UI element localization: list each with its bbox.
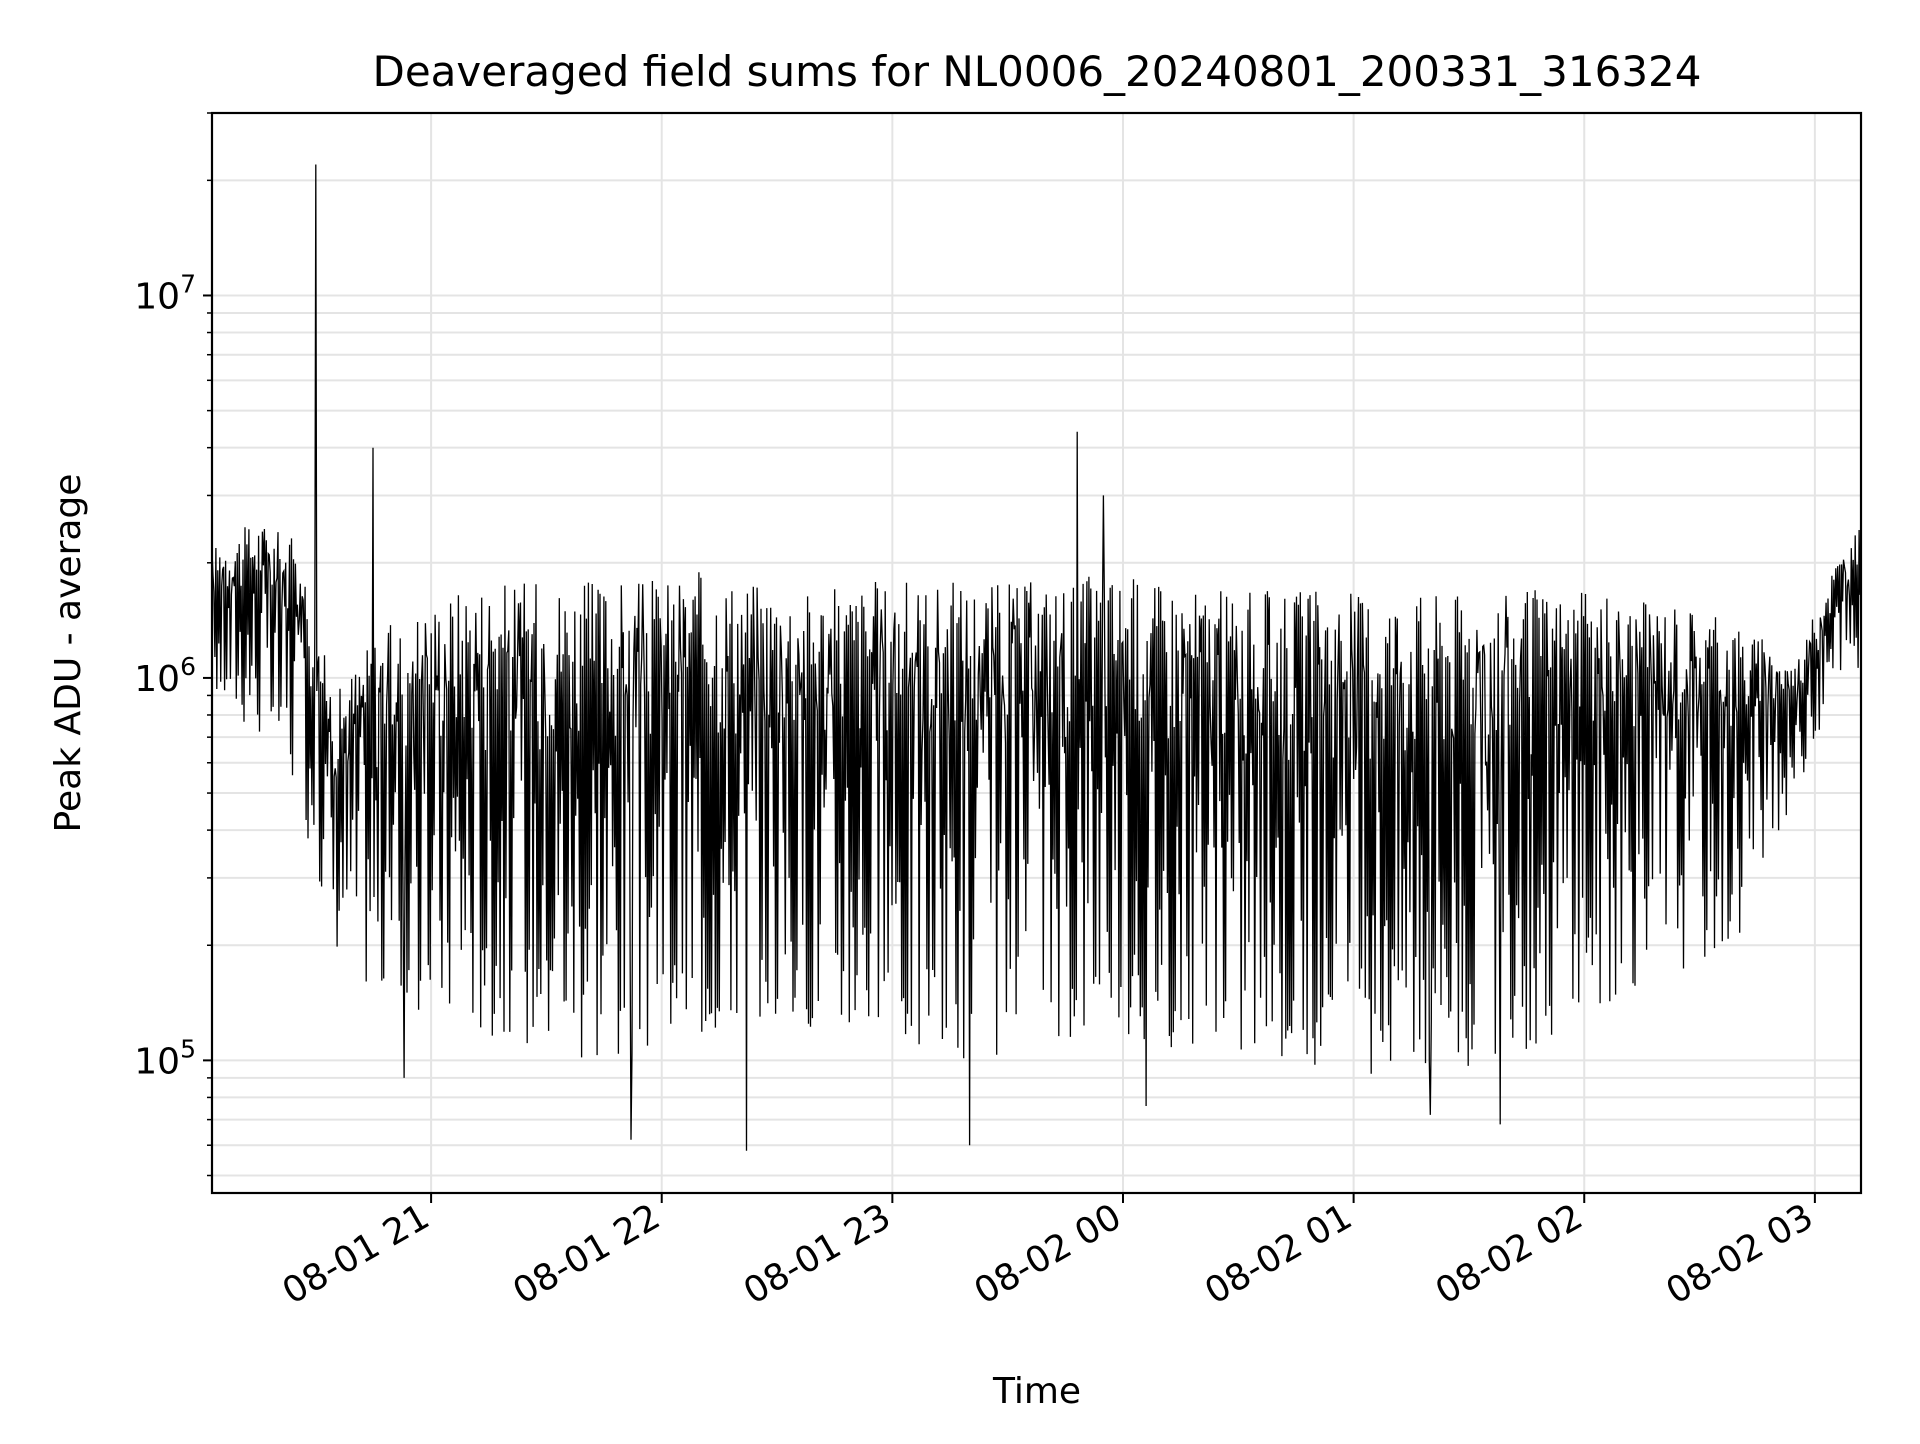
y-axis-label: Peak ADU - average: [48, 474, 89, 833]
y-tick-label: 107: [134, 269, 196, 317]
y-ticks-layer: 105 106 107: [134, 112, 212, 1177]
y-tick-label: 106: [134, 652, 196, 700]
series-layer: [211, 164, 1862, 1151]
x-axis-label: Time: [992, 1371, 1081, 1412]
y-tick-label: 105: [134, 1034, 196, 1082]
plot-frame: [210, 111, 1863, 1195]
series-line: [211, 164, 1862, 1151]
chart-title: Deaveraged field sums for NL0006_2024080…: [373, 47, 1702, 96]
